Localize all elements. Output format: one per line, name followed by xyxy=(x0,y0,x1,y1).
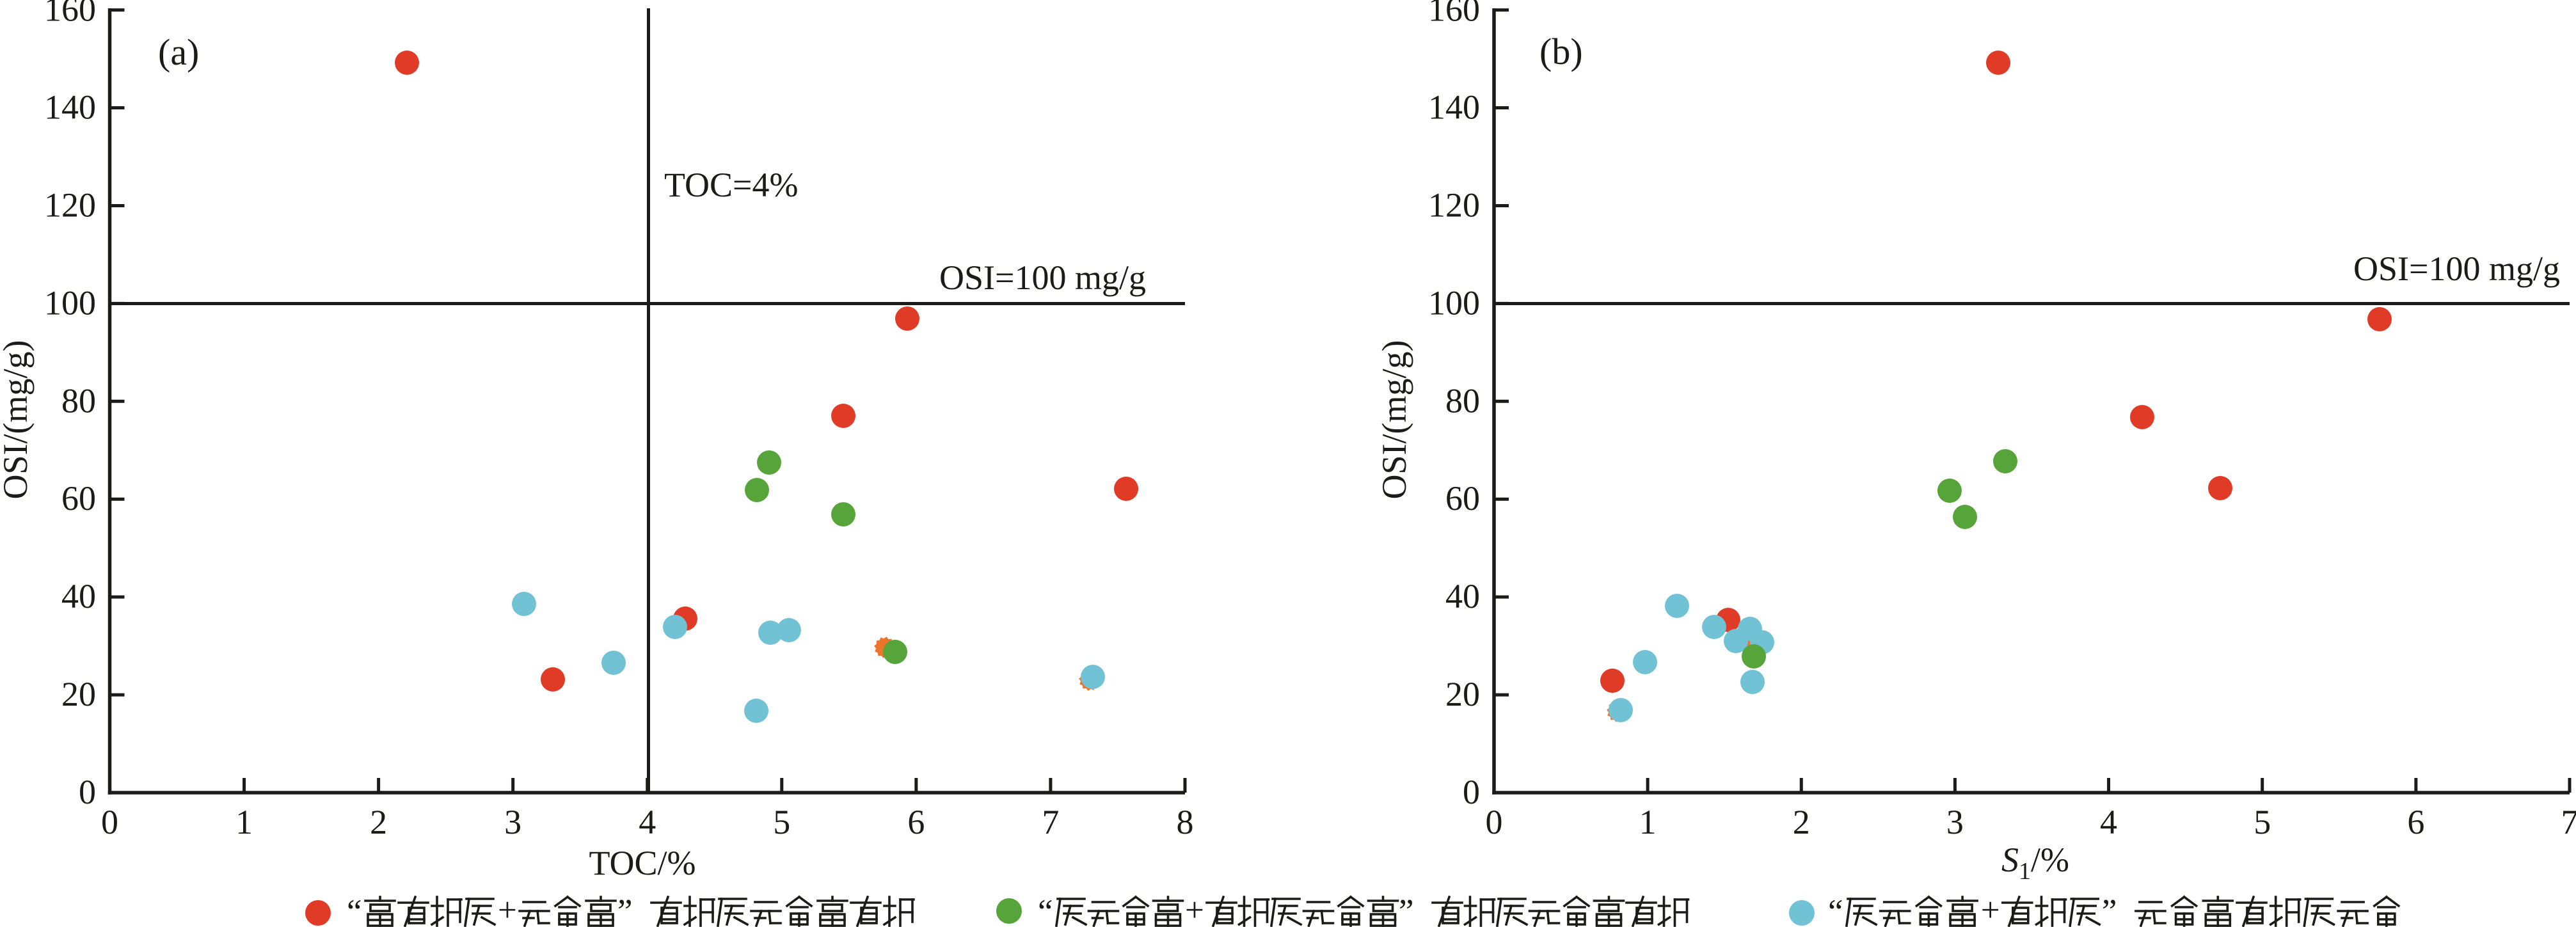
svg-text:“: “ xyxy=(1828,893,1843,927)
svg-text:0: 0 xyxy=(1486,803,1503,841)
svg-text:(b): (b) xyxy=(1539,31,1583,72)
svg-text:80: 80 xyxy=(1445,381,1480,420)
svg-text:100: 100 xyxy=(1428,283,1480,322)
svg-text:100: 100 xyxy=(44,283,96,322)
svg-text:0: 0 xyxy=(1463,773,1480,811)
svg-text:”: ” xyxy=(2102,893,2117,927)
svg-text:(a): (a) xyxy=(158,31,199,73)
svg-text:1: 1 xyxy=(1639,803,1657,841)
svg-text:S1/%: S1/% xyxy=(2001,841,2069,885)
svg-text:3: 3 xyxy=(504,803,521,841)
svg-text:3: 3 xyxy=(1946,803,1964,841)
svg-text:2: 2 xyxy=(1793,803,1810,841)
svg-text:60: 60 xyxy=(61,479,96,518)
svg-text:120: 120 xyxy=(1428,186,1480,224)
svg-text:1: 1 xyxy=(235,803,253,841)
svg-text:40: 40 xyxy=(1445,577,1480,615)
svg-text:60: 60 xyxy=(1445,479,1480,518)
svg-text:20: 20 xyxy=(1445,675,1480,713)
svg-text:OSI=100 mg/g: OSI=100 mg/g xyxy=(2353,250,2560,288)
svg-text:TOC=4%: TOC=4% xyxy=(664,166,798,204)
svg-text:4: 4 xyxy=(639,803,656,841)
svg-text:+: + xyxy=(1981,892,2000,927)
svg-text:160: 160 xyxy=(44,0,96,29)
svg-text:6: 6 xyxy=(2407,803,2424,841)
svg-text:0: 0 xyxy=(101,803,118,841)
svg-text:“: “ xyxy=(347,893,362,927)
svg-text:“: “ xyxy=(1038,893,1053,927)
svg-text:20: 20 xyxy=(61,675,96,713)
svg-text:5: 5 xyxy=(2254,803,2271,841)
svg-text:7: 7 xyxy=(1042,803,1059,841)
svg-text:OSI/(mg/g): OSI/(mg/g) xyxy=(0,340,35,500)
svg-text:140: 140 xyxy=(44,88,96,127)
svg-text:160: 160 xyxy=(1428,0,1480,29)
svg-text:80: 80 xyxy=(61,381,96,420)
svg-text:5: 5 xyxy=(773,803,790,841)
svg-text:”: ” xyxy=(617,893,633,927)
svg-text:6: 6 xyxy=(907,803,925,841)
svg-text:140: 140 xyxy=(1428,88,1480,127)
svg-text:7: 7 xyxy=(2561,803,2576,841)
svg-text:120: 120 xyxy=(44,186,96,224)
svg-text:2: 2 xyxy=(370,803,387,841)
svg-text:+: + xyxy=(498,892,517,927)
svg-text:40: 40 xyxy=(61,577,96,615)
svg-text:4: 4 xyxy=(2100,803,2117,841)
svg-text:OSI/(mg/g): OSI/(mg/g) xyxy=(1375,340,1413,500)
svg-text:TOC/%: TOC/% xyxy=(589,844,696,882)
svg-text:0: 0 xyxy=(79,773,96,811)
svg-text:”: ” xyxy=(1399,893,1414,927)
svg-text:+: + xyxy=(1185,892,1204,927)
svg-text:OSI=100 mg/g: OSI=100 mg/g xyxy=(939,258,1146,297)
svg-text:8: 8 xyxy=(1176,803,1193,841)
